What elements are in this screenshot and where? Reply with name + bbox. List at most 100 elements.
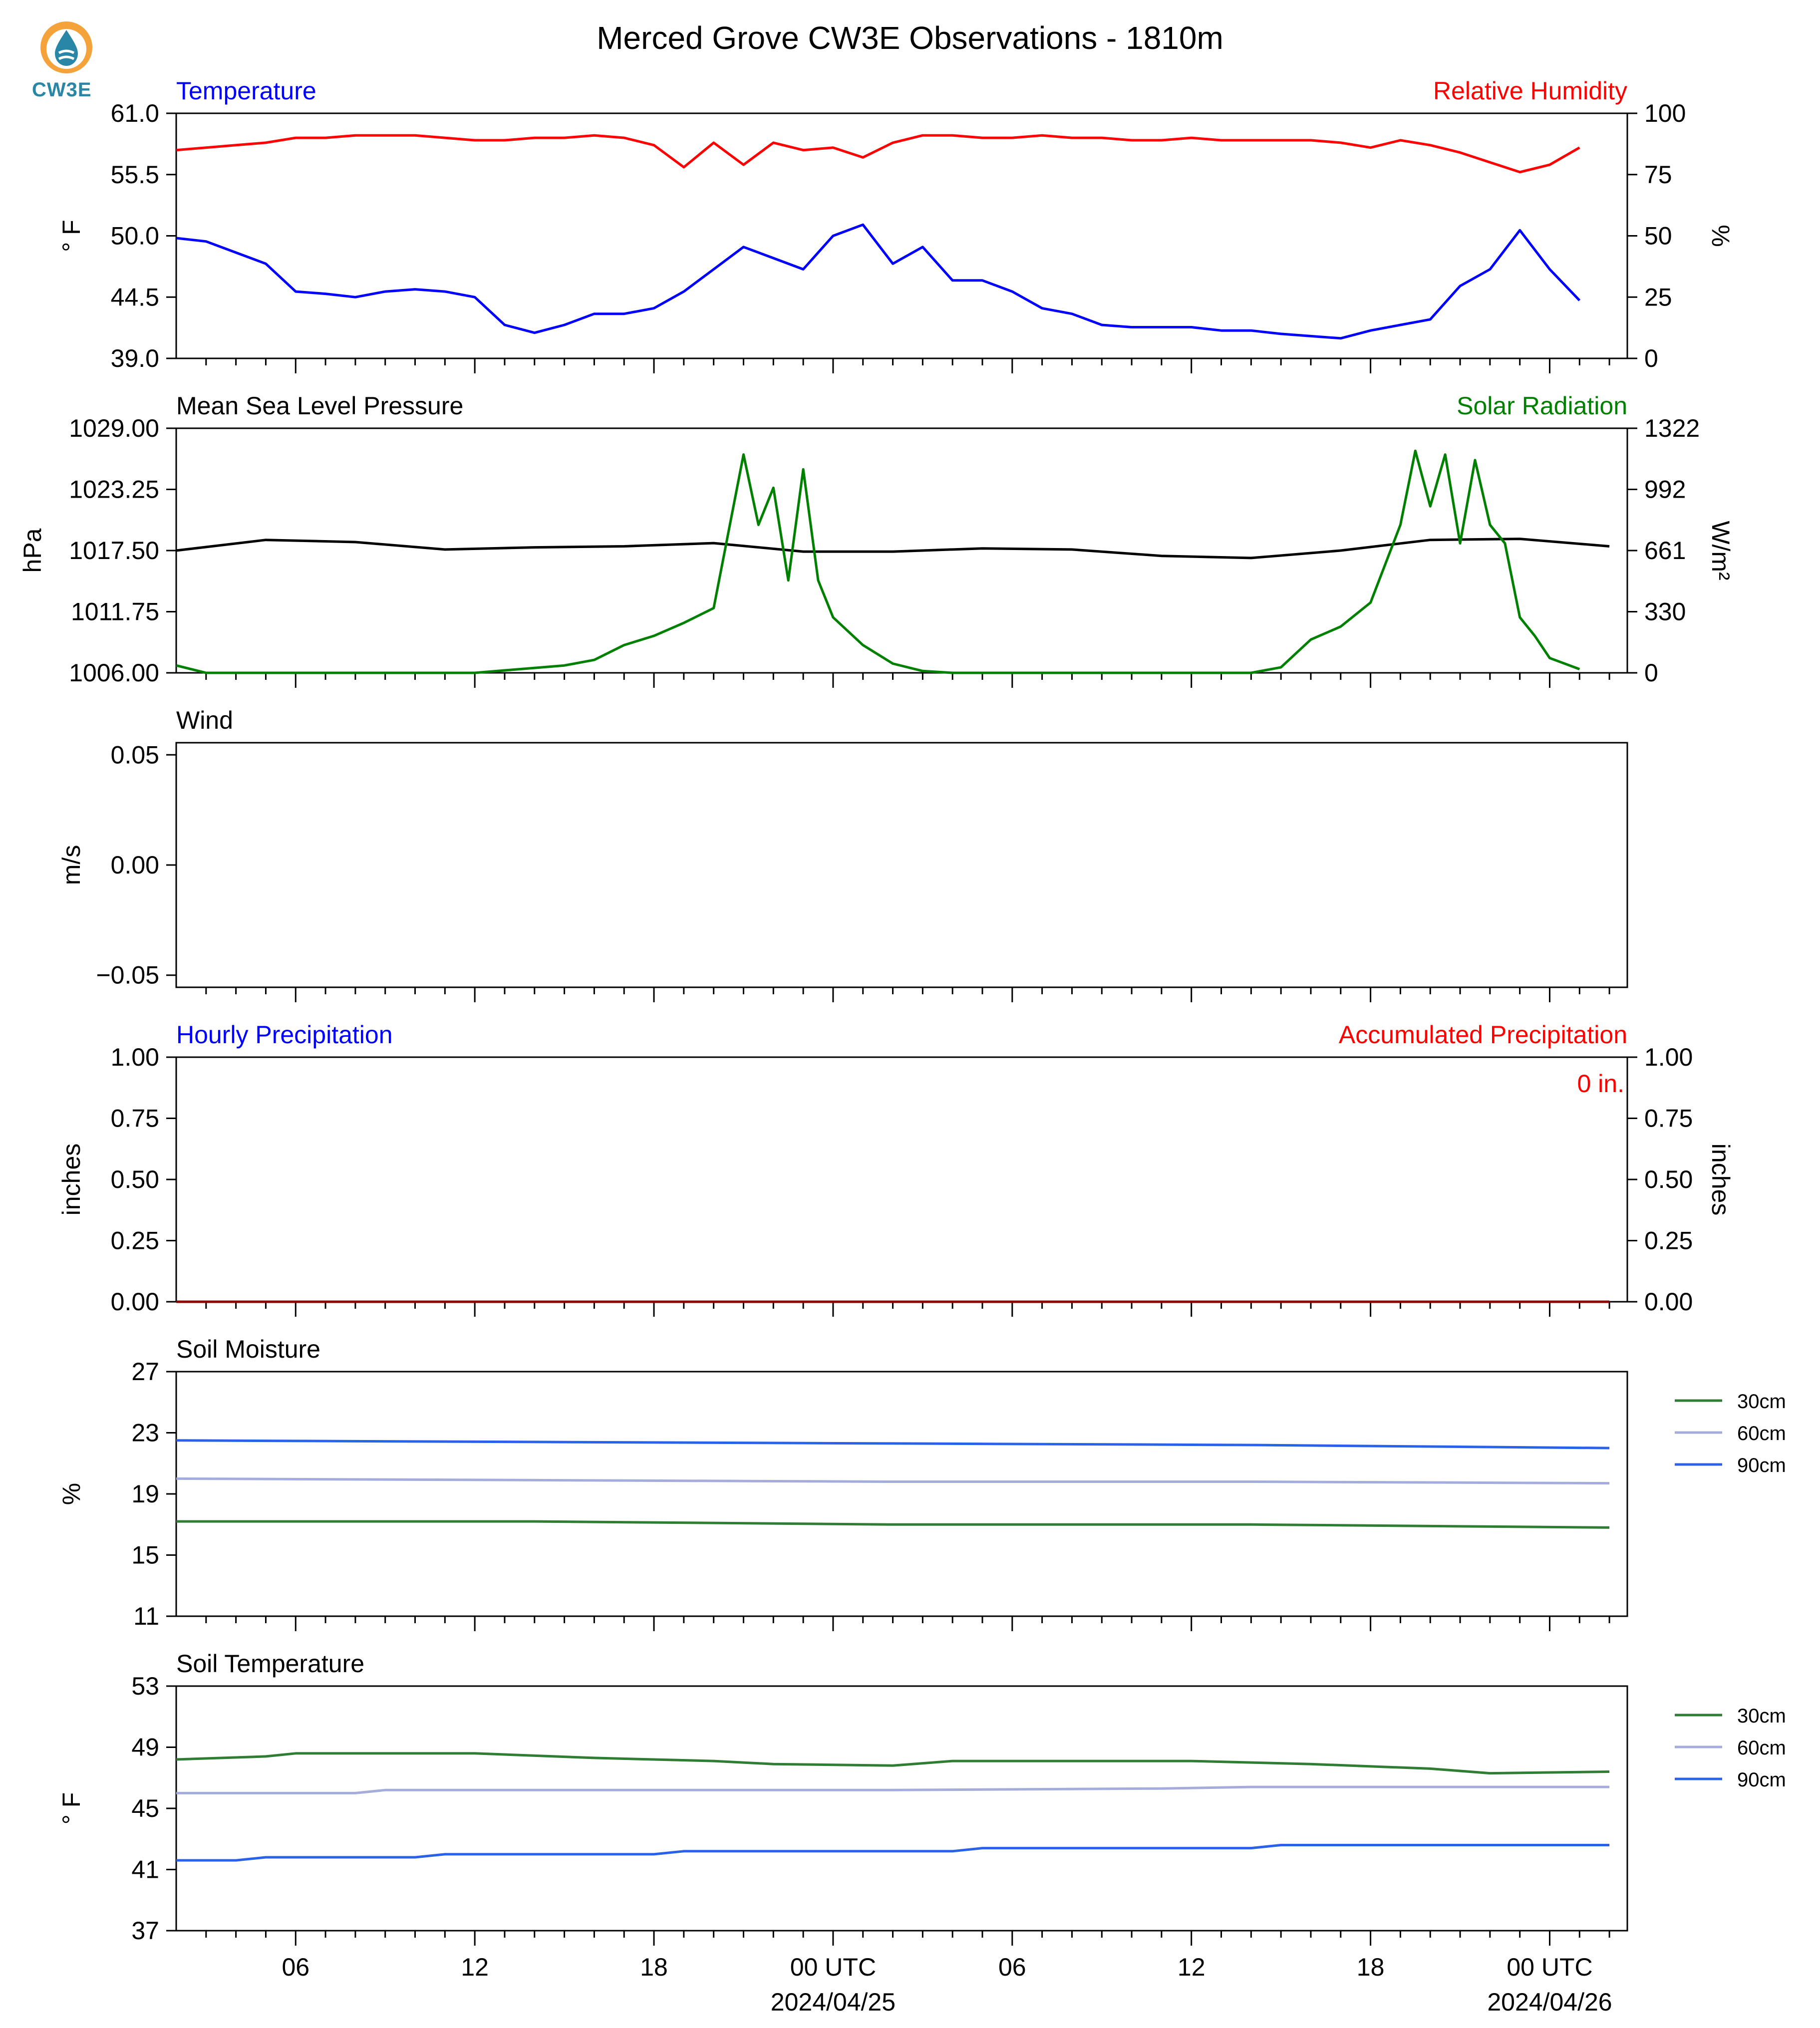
panel-temp: Temperature Relative Humidity 39.0 44.5 50.0…	[57, 77, 1735, 373]
x-tick-label: 12	[1178, 1953, 1206, 1981]
x-tick-label: 00 UTC	[1507, 1953, 1592, 1981]
logo-text: CW3E	[32, 79, 92, 101]
series-line-relative-humidity	[176, 134, 1580, 174]
y-tick-label-left: 49	[131, 1734, 159, 1761]
x-date-label: 2024/04/26	[1487, 1988, 1612, 2016]
plot-frame	[175, 742, 1628, 988]
y-tick-label-right: 0.75	[1644, 1105, 1693, 1133]
x-tick-label: 06	[998, 1953, 1026, 1981]
legend-label: 30cm	[1737, 1391, 1786, 1413]
y-tick-label-left: 53	[131, 1672, 159, 1700]
y-tick-label-right: 75	[1644, 161, 1672, 189]
y-tick-label-left: 15	[131, 1541, 159, 1569]
y-tick-label-left: 23	[131, 1419, 159, 1447]
x-date-label: 2024/04/25	[771, 1988, 896, 2016]
y-tick-label-right: 1.00	[1644, 1043, 1693, 1071]
panel-title-left: Wind	[176, 706, 233, 734]
y-tick-label-right: 992	[1644, 476, 1686, 504]
y-tick-label-left: 1029.00	[69, 414, 159, 442]
y-tick-label-left: 37	[131, 1917, 159, 1945]
y-tick-label-left: 1.00	[111, 1043, 159, 1071]
y-tick-label-right: 50	[1644, 222, 1672, 250]
series-line-60cm	[176, 1477, 1610, 1485]
y-tick-label-left: 1011.75	[71, 598, 159, 626]
plot-frame	[175, 1056, 1628, 1303]
plot-frame	[175, 1371, 1628, 1617]
y-tick-label-left: 44.5	[111, 283, 159, 311]
y-tick-label-left: 45	[131, 1794, 159, 1822]
y-tick-label-left: 19	[131, 1480, 159, 1508]
y-axis-label-left: ° F	[57, 220, 85, 252]
y-tick-label-left: 61.0	[111, 99, 159, 127]
y-tick-label-left: 39.0	[111, 344, 159, 372]
panel-title-left: Soil Moisture	[176, 1335, 320, 1363]
series-line-60cm	[176, 1785, 1610, 1794]
y-tick-label-left: 41	[131, 1856, 159, 1884]
plot-frame	[175, 112, 1628, 359]
y-axis-label-left: m/s	[57, 845, 85, 885]
y-tick-label-right: 0	[1644, 659, 1658, 687]
plot-frame	[175, 1685, 1628, 1932]
y-tick-label-left: 1006.00	[69, 659, 159, 687]
panel-title-left: Mean Sea Level Pressure	[176, 392, 463, 420]
y-axis-label-right: W/m²	[1707, 521, 1735, 580]
panel-wind: Wind −0.05 0.00 0.05 m/s	[57, 706, 1628, 1002]
panel-title-left: Temperature	[176, 77, 316, 105]
y-tick-label-left: 0.25	[111, 1227, 159, 1255]
y-tick-label-left: 0.00	[111, 851, 159, 879]
y-axis-label-left: %	[57, 1483, 85, 1505]
y-tick-label-right: 0.25	[1644, 1227, 1693, 1255]
y-tick-label-right: 25	[1644, 283, 1672, 311]
figure-title: Merced Grove CW3E Observations - 1810m	[597, 20, 1223, 56]
y-tick-label-left: 50.0	[111, 222, 159, 250]
y-tick-label-left: 1023.25	[69, 476, 159, 504]
series-line-90cm	[176, 1439, 1610, 1449]
y-tick-label-left: 1017.50	[69, 537, 159, 565]
legend-label: 60cm	[1737, 1737, 1786, 1759]
legend-label: 60cm	[1737, 1423, 1786, 1445]
accumulated-total-label: 0 in.	[1577, 1070, 1624, 1098]
panel-title-left: Hourly Precipitation	[176, 1021, 393, 1049]
series-line-mean-sea-level-pressure	[176, 538, 1610, 560]
y-tick-label-right: 0.50	[1644, 1165, 1693, 1193]
y-axis-label-left: inches	[57, 1144, 85, 1216]
y-tick-label-right: 100	[1644, 99, 1686, 127]
legend-label: 30cm	[1737, 1705, 1786, 1727]
y-tick-label-right: 330	[1644, 598, 1686, 626]
y-tick-label-left: 11	[133, 1602, 159, 1630]
y-tick-label-right: 0	[1644, 344, 1658, 372]
y-axis-label-right: inches	[1707, 1144, 1735, 1216]
y-tick-label-left: 27	[131, 1358, 159, 1386]
y-tick-label-left: −0.05	[96, 961, 159, 989]
legend-label: 90cm	[1737, 1454, 1786, 1476]
x-tick-label: 06	[282, 1953, 309, 1981]
panel-title-left: Soil Temperature	[176, 1650, 364, 1678]
y-tick-label-left: 55.5	[111, 161, 159, 189]
series-line-solar-radiation	[176, 449, 1580, 674]
y-tick-label-left: 0.00	[111, 1288, 159, 1316]
y-tick-label-left: 0.50	[111, 1165, 159, 1193]
panel-soilm: Soil Moisture 11 15 19 23 27% 30cm 60cm 90cm	[57, 1335, 1786, 1631]
panel-title-right: Relative Humidity	[1433, 77, 1627, 105]
x-tick-label: 12	[461, 1953, 489, 1981]
y-axis-label-left: hPa	[18, 528, 46, 573]
panel-precip: Hourly Precipitation Accumulated Precipit…	[57, 1021, 1735, 1317]
series-line-30cm	[176, 1520, 1610, 1529]
y-tick-label-right: 661	[1644, 537, 1686, 565]
y-tick-label-left: 0.05	[111, 741, 159, 769]
y-axis-label-left: ° F	[57, 1792, 85, 1824]
panel-title-right: Accumulated Precipitation	[1339, 1021, 1627, 1049]
legend-label: 90cm	[1737, 1769, 1786, 1791]
panel-soilt: Soil Temperature 37 41 45 49 53 ° F 30cm 60cm 90c…	[57, 1650, 1786, 1946]
x-tick-label: 18	[1357, 1953, 1385, 1981]
y-tick-label-right: 0.00	[1644, 1288, 1693, 1316]
series-line-30cm	[176, 1752, 1610, 1775]
water-drop-logo-icon	[39, 20, 94, 77]
y-axis-label-right: %	[1707, 225, 1735, 247]
panel-press: Mean Sea Level Pressure Solar Radiation 10…	[18, 392, 1735, 688]
series-line-temperature	[176, 223, 1581, 340]
y-tick-label-right: 1322	[1644, 414, 1700, 442]
panel-title-right: Solar Radiation	[1457, 392, 1627, 420]
y-tick-label-left: 0.75	[111, 1105, 159, 1133]
